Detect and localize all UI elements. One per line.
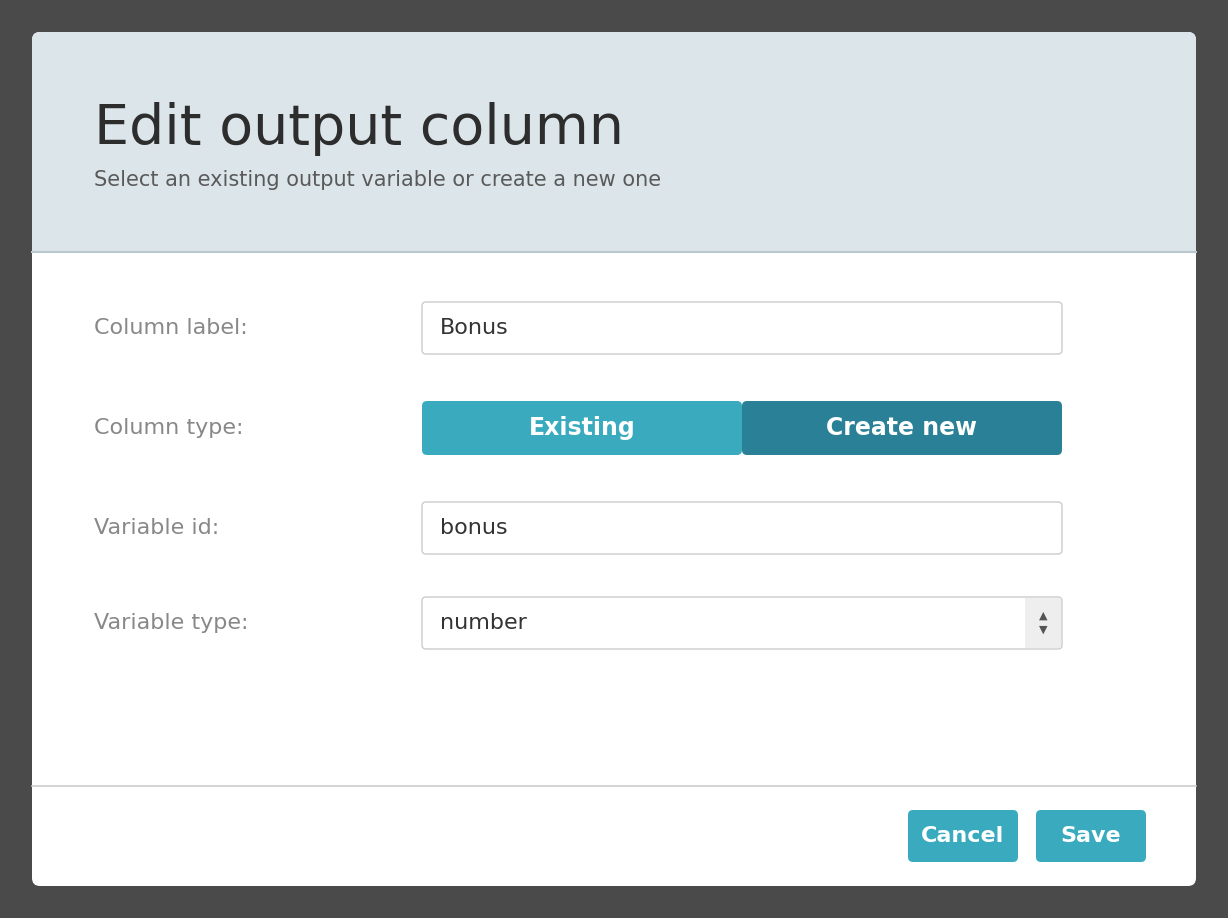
FancyBboxPatch shape <box>422 597 1062 649</box>
FancyBboxPatch shape <box>422 302 1062 354</box>
Text: Save: Save <box>1061 826 1121 846</box>
Text: Edit output column: Edit output column <box>95 102 624 156</box>
FancyBboxPatch shape <box>422 401 742 455</box>
Text: Bonus: Bonus <box>440 318 508 338</box>
FancyBboxPatch shape <box>422 502 1062 554</box>
Text: ▲: ▲ <box>1039 611 1047 621</box>
FancyBboxPatch shape <box>32 32 1196 886</box>
Text: Variable type:: Variable type: <box>95 613 248 633</box>
FancyBboxPatch shape <box>32 32 1196 252</box>
Bar <box>1025 598 1061 648</box>
Text: Column type:: Column type: <box>95 418 243 438</box>
FancyBboxPatch shape <box>742 401 1062 455</box>
Text: Existing: Existing <box>528 416 635 440</box>
Text: Variable id:: Variable id: <box>95 518 220 538</box>
Text: number: number <box>440 613 527 633</box>
Text: Select an existing output variable or create a new one: Select an existing output variable or cr… <box>95 170 661 190</box>
Text: bonus: bonus <box>440 518 507 538</box>
Text: ▼: ▼ <box>1039 625 1047 635</box>
FancyBboxPatch shape <box>1036 810 1146 862</box>
Text: Column label:: Column label: <box>95 318 248 338</box>
Text: Create new: Create new <box>826 416 977 440</box>
FancyBboxPatch shape <box>907 810 1018 862</box>
Bar <box>32 140 1196 252</box>
Text: Cancel: Cancel <box>921 826 1005 846</box>
